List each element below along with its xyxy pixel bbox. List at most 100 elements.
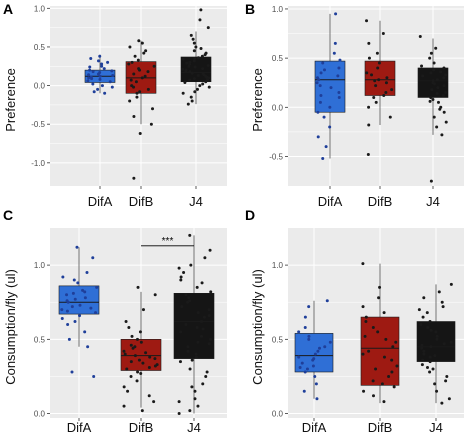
data-point — [367, 349, 371, 353]
data-point — [417, 308, 421, 312]
y-tick-label: 0.5 — [272, 54, 284, 63]
data-point — [367, 41, 371, 45]
data-point — [371, 325, 375, 329]
data-point — [420, 363, 424, 367]
data-point — [366, 153, 370, 157]
data-point — [444, 120, 448, 124]
data-point — [87, 76, 91, 80]
data-point — [155, 363, 159, 367]
data-point — [440, 401, 444, 405]
data-point — [144, 49, 148, 53]
data-point — [328, 340, 332, 344]
data-point — [367, 56, 371, 60]
data-point — [390, 370, 394, 374]
data-point — [149, 122, 153, 126]
data-point — [385, 76, 389, 80]
data-point — [137, 39, 141, 43]
data-point — [128, 45, 132, 49]
data-point — [425, 366, 429, 370]
data-point — [75, 245, 79, 249]
points-DifA — [315, 12, 342, 160]
data-point — [140, 41, 144, 45]
data-point — [382, 94, 386, 98]
box-iqr — [364, 60, 396, 96]
data-point — [195, 285, 199, 289]
data-point — [146, 70, 150, 74]
data-point — [426, 325, 430, 329]
data-point — [395, 364, 399, 368]
panel-D: 0.0 0.5 1.0 DifA DifB J4 Consumption/fly (ul) D — [245, 207, 464, 435]
data-point — [98, 74, 102, 78]
data-point — [428, 99, 432, 103]
data-point — [177, 266, 181, 270]
data-point — [364, 320, 368, 324]
data-point — [444, 73, 448, 77]
x-tick-label: J4 — [426, 194, 440, 209]
data-point — [72, 278, 76, 282]
data-point — [377, 61, 381, 65]
data-point — [142, 51, 146, 55]
data-point — [390, 358, 394, 362]
data-point — [130, 60, 134, 64]
data-point — [86, 79, 90, 83]
data-point — [435, 389, 439, 393]
x-tick-label: DifB — [129, 194, 154, 209]
data-point — [92, 374, 96, 378]
data-point — [199, 8, 203, 12]
data-point — [181, 57, 185, 61]
data-point — [392, 385, 396, 389]
data-point — [390, 88, 394, 92]
data-point — [384, 337, 388, 341]
data-point — [140, 76, 144, 80]
y-tick-label: -0.5 — [269, 152, 283, 161]
box-iqr — [173, 293, 215, 359]
data-point — [307, 334, 311, 338]
data-point — [144, 351, 148, 355]
data-point — [334, 12, 338, 16]
data-point — [363, 334, 367, 338]
data-point — [298, 366, 302, 370]
data-point — [435, 78, 439, 82]
data-point — [203, 256, 207, 260]
data-point — [337, 66, 341, 70]
data-point — [91, 70, 95, 74]
data-point — [89, 306, 93, 310]
data-point — [209, 337, 213, 341]
points-DifB — [122, 285, 159, 413]
y-tick-label: 1.0 — [34, 4, 46, 13]
panel-A: -1.0 -0.5 0.0 0.5 1.0 DifA DifB J4 Preference A — [3, 1, 227, 209]
data-point — [394, 340, 398, 344]
data-point — [199, 320, 203, 324]
y-tick-label: 1.0 — [272, 261, 284, 270]
data-point — [361, 262, 365, 266]
data-point — [177, 400, 181, 404]
data-point — [371, 394, 375, 398]
data-point — [188, 233, 192, 237]
y-tick-label: -1.0 — [31, 159, 45, 168]
data-point — [316, 349, 320, 353]
data-point — [194, 45, 198, 49]
data-point — [201, 82, 205, 86]
data-point — [380, 382, 384, 386]
data-point — [433, 382, 437, 386]
data-point — [323, 345, 327, 349]
data-point — [382, 311, 386, 315]
data-point — [317, 78, 321, 82]
box-iqr — [58, 285, 100, 315]
data-point — [179, 275, 183, 279]
data-point — [202, 315, 206, 319]
data-point — [209, 290, 213, 294]
data-point — [376, 330, 380, 334]
y-axis-title: Consumption/fly (ul) — [250, 269, 265, 385]
x-tick-label: DifA — [318, 194, 343, 209]
data-point — [138, 90, 142, 94]
data-point — [195, 87, 199, 91]
data-point — [188, 299, 192, 303]
x-tick-label: J4 — [429, 420, 443, 435]
data-point — [111, 74, 115, 78]
data-point — [132, 72, 136, 76]
data-point — [188, 60, 192, 64]
data-point — [429, 179, 433, 183]
box-J4 — [173, 235, 215, 414]
data-point — [98, 54, 102, 58]
